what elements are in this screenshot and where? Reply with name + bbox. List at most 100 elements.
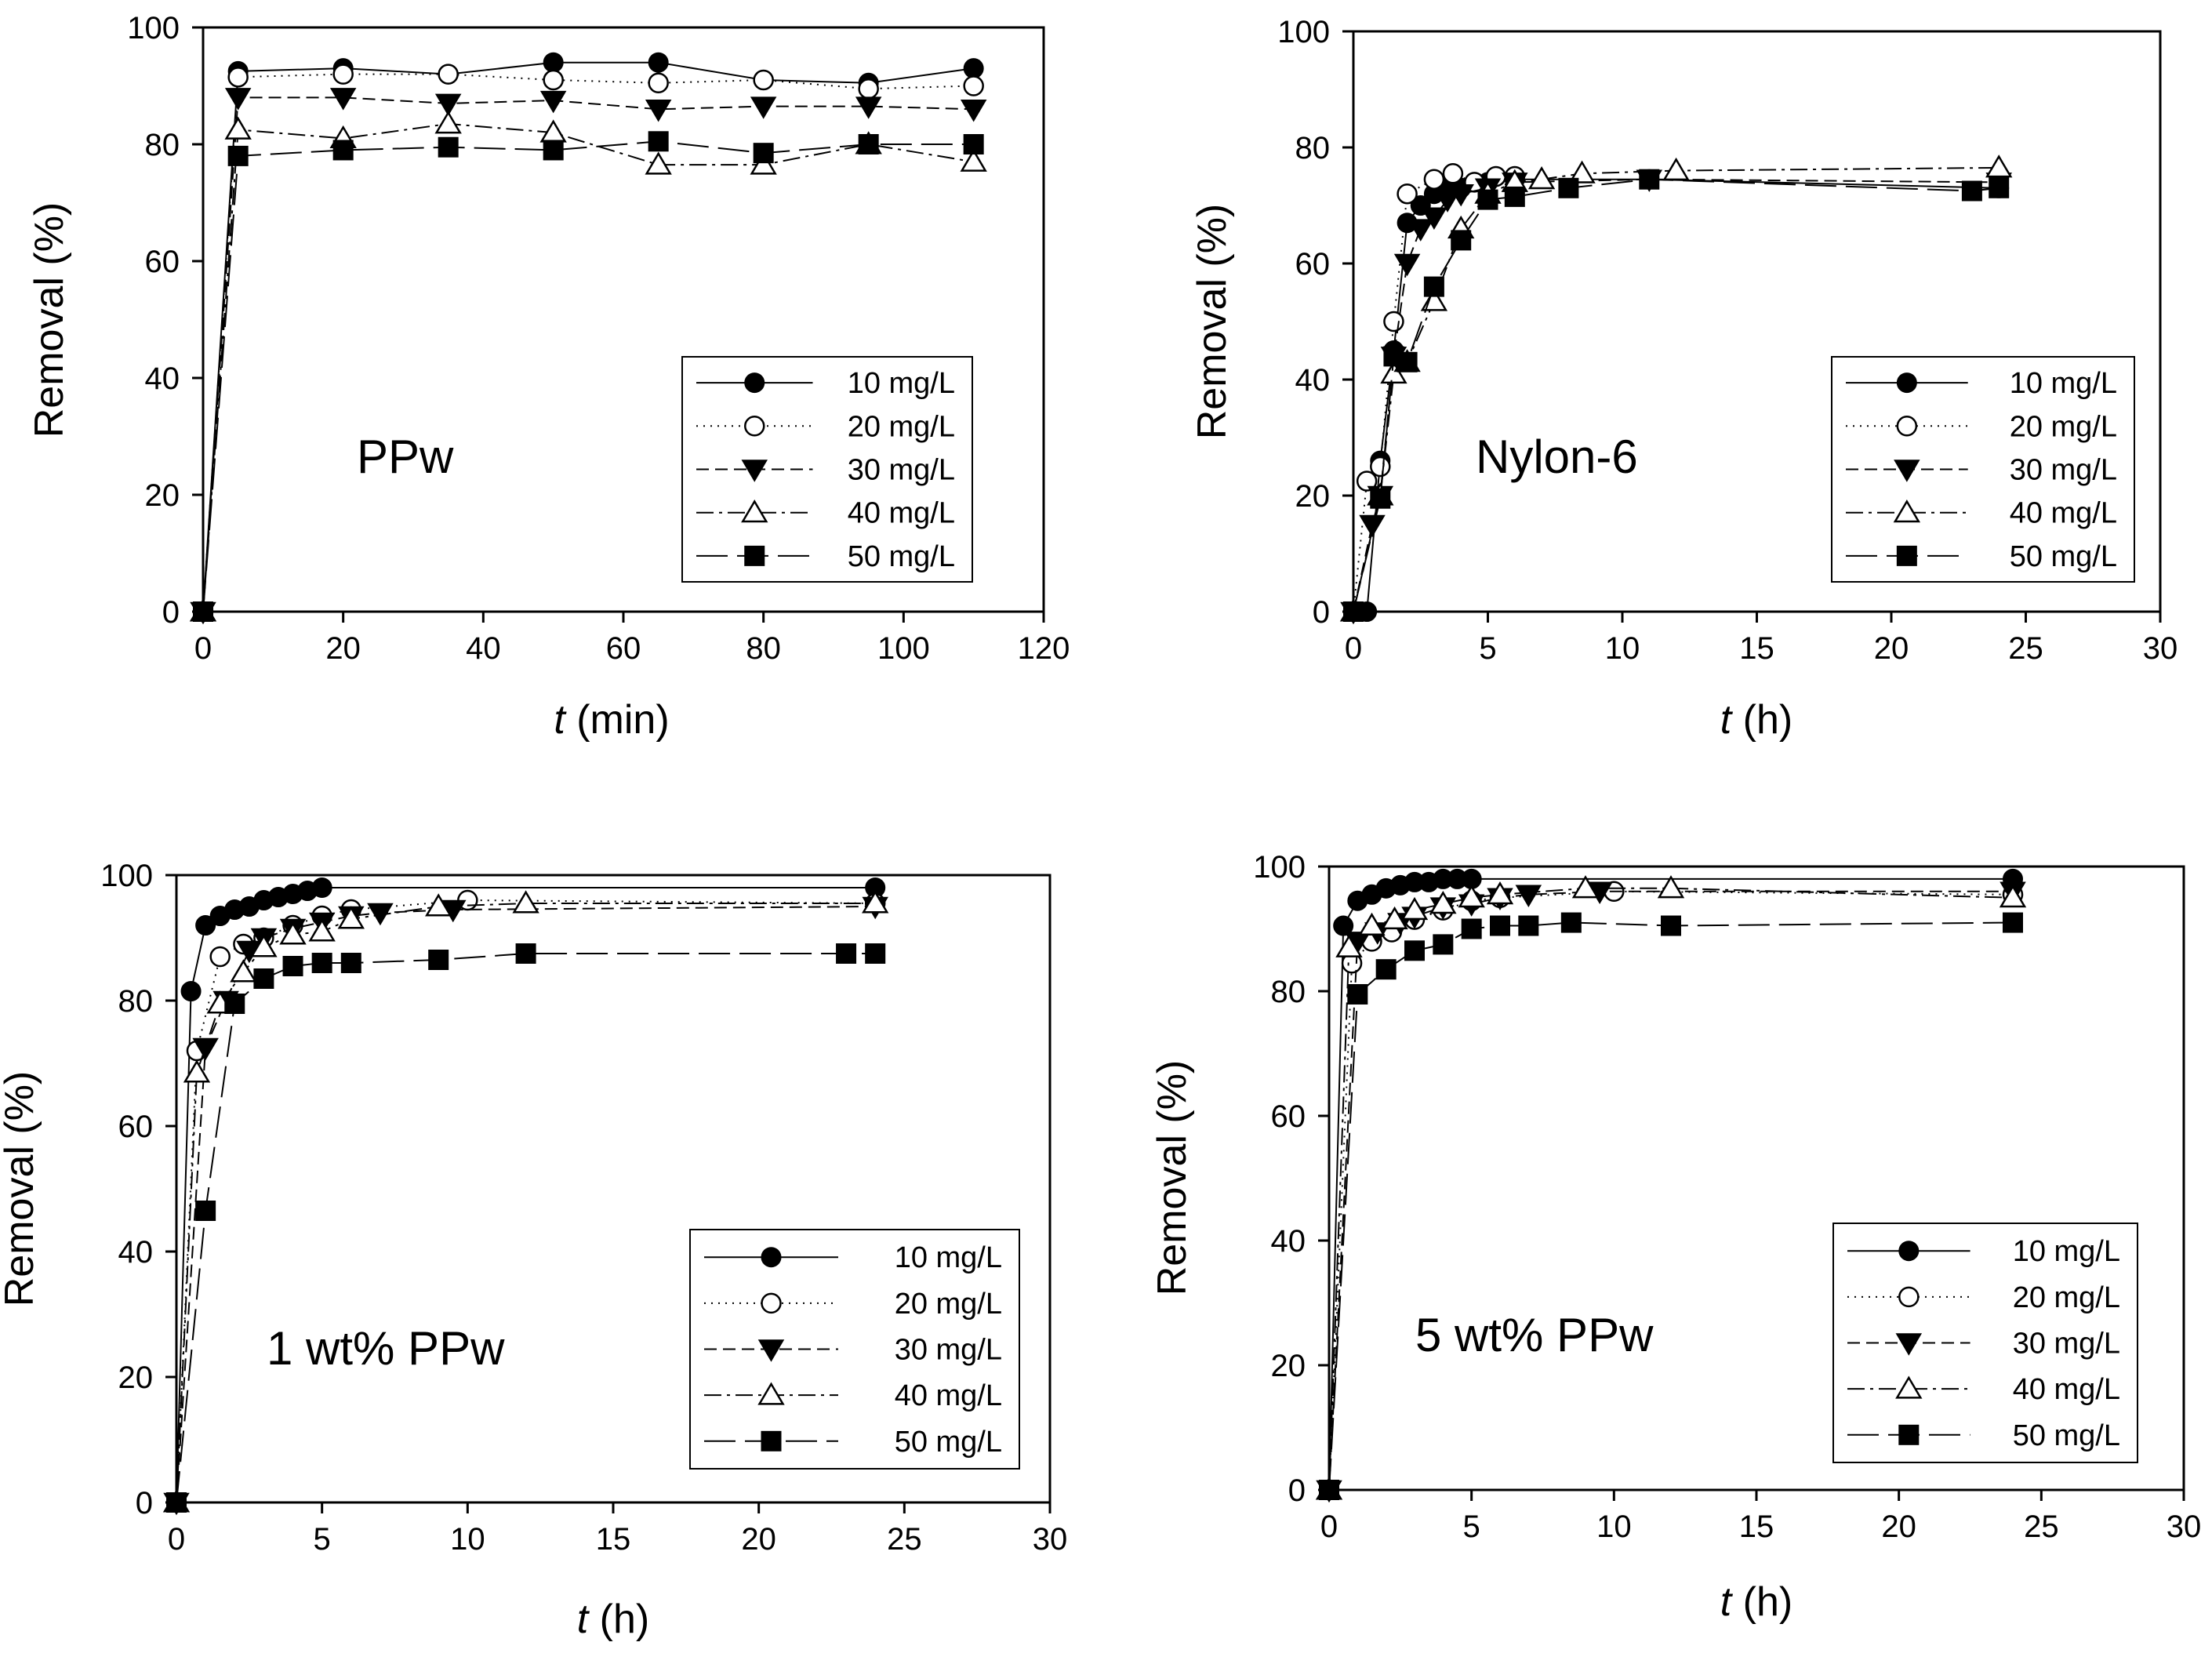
data-point (224, 116, 252, 140)
y-tick-label: 0 (136, 1486, 153, 1520)
data-point (1319, 1480, 1339, 1500)
data-point (1433, 934, 1454, 955)
data-point (1400, 896, 1429, 921)
legend-label: 30 mg/L (2013, 1328, 2120, 1361)
panel-label: Nylon-6 (1476, 431, 1638, 483)
y-tick-label: 60 (1271, 1099, 1306, 1134)
legend-marker (1898, 1241, 1920, 1262)
data-point (1429, 890, 1457, 914)
data-point (428, 950, 449, 970)
data-point (434, 93, 462, 117)
data-point (1451, 230, 1472, 251)
data-point (960, 100, 987, 122)
chart-panel-2: 0 5 10 15 20 25 30 0 20 40 60 80 100 t (h) Removal (%)… (1190, 15, 2177, 743)
y-tick-label: 0 (1288, 1473, 1306, 1508)
legend-marker (1895, 1375, 1923, 1399)
legend-label: 40 mg/L (2010, 497, 2117, 530)
data-point (183, 1059, 211, 1083)
legend-label: 50 mg/L (2010, 540, 2117, 573)
legend-marker (744, 545, 765, 566)
y-tick-label: 40 (1271, 1224, 1306, 1259)
legend-label: 20 mg/L (2013, 1281, 2120, 1314)
y-tick-label: 20 (1271, 1349, 1306, 1383)
x-tick-label: 5 (1479, 631, 1496, 666)
legend: 10 mg/L 20 mg/L 30 mg/L 40 mg/L 50 mg/L (689, 1229, 1020, 1470)
legend-marker (741, 499, 768, 523)
chart-panel-1: 0 20 40 60 80 100 120 0 20 40 60 80 100 t (min) Remova… (27, 11, 1070, 743)
x-tick-label: 100 (877, 631, 930, 666)
data-point (648, 52, 669, 73)
y-tick-label: 60 (145, 245, 180, 279)
data-point (1490, 915, 1510, 936)
y-tick-label: 80 (145, 128, 180, 162)
data-point (1356, 470, 1378, 492)
y-tick-label: 100 (127, 11, 180, 45)
x-tick-label: 60 (606, 631, 641, 666)
legend-label: 40 mg/L (848, 497, 955, 530)
x-axis-label-var: t (1720, 697, 1734, 743)
legend-label: 10 mg/L (848, 367, 955, 400)
data-point (1662, 157, 1690, 181)
x-axis-label-unit: (h) (1731, 1579, 1792, 1625)
y-tick-label: 20 (1295, 479, 1331, 514)
data-point (1961, 180, 1982, 202)
data-point (224, 994, 245, 1014)
data-point (963, 134, 984, 154)
data-point (438, 64, 459, 85)
x-tick-label: 25 (2024, 1510, 2059, 1544)
data-point (227, 67, 249, 88)
data-point (166, 1492, 187, 1513)
x-tick-label: 20 (741, 1522, 776, 1557)
legend-label: 20 mg/L (2010, 410, 2117, 443)
legend-label: 50 mg/L (895, 1426, 1002, 1459)
data-point (963, 75, 984, 96)
data-point (1518, 915, 1539, 936)
chart-panel-4: 0 5 10 15 20 25 30 0 20 40 60 80 100 t (h) Removal (%)… (1150, 850, 2201, 1625)
data-point (332, 140, 354, 161)
legend-label: 50 mg/L (2013, 1419, 2120, 1452)
data-point (963, 58, 984, 79)
data-point (1515, 885, 1542, 907)
panel-label: PPw (357, 431, 454, 483)
legend: 10 mg/L 20 mg/L 30 mg/L 40 mg/L 50 mg/L (681, 356, 973, 583)
x-tick-label: 15 (1739, 1510, 1774, 1544)
legend-label: 20 mg/L (895, 1288, 1002, 1321)
data-point (224, 88, 252, 111)
y-axis-label: Removal (%) (1150, 1060, 1195, 1296)
data-point (209, 946, 231, 968)
data-point (753, 143, 774, 164)
x-axis-label: t (h) (577, 1597, 649, 1642)
data-point (1423, 276, 1444, 297)
y-tick-label: 100 (1253, 850, 1306, 885)
data-point (332, 64, 354, 85)
data-point (1370, 488, 1391, 509)
legend-marker (744, 372, 765, 394)
data-point (865, 943, 886, 964)
data-point (253, 968, 274, 989)
data-point (1404, 940, 1425, 961)
data-point (1359, 514, 1386, 538)
x-tick-label: 0 (1320, 1510, 1338, 1544)
data-point (308, 918, 336, 942)
y-tick-label: 40 (145, 362, 180, 396)
x-tick-label: 0 (168, 1522, 185, 1557)
x-axis-label: t (min) (554, 697, 669, 743)
data-point (425, 893, 452, 917)
y-tick-label: 40 (1295, 363, 1331, 398)
x-axis-label-unit: (min) (565, 697, 670, 743)
data-point (1347, 983, 1368, 1005)
data-point (438, 136, 459, 158)
data-point (2003, 912, 2023, 933)
data-point (1560, 912, 1582, 933)
data-point (648, 72, 669, 94)
x-tick-label: 25 (2008, 631, 2043, 666)
x-tick-label: 30 (1033, 1522, 1068, 1557)
y-tick-label: 100 (1277, 15, 1330, 49)
data-point (1343, 601, 1364, 622)
legend-label: 40 mg/L (895, 1379, 1002, 1412)
legend: 10 mg/L 20 mg/L 30 mg/L 40 mg/L 50 mg/L (1831, 356, 2135, 583)
legend-label: 10 mg/L (2010, 367, 2117, 400)
series-line-5 (202, 140, 974, 612)
data-point (1447, 183, 1474, 207)
legend-box (681, 356, 973, 583)
